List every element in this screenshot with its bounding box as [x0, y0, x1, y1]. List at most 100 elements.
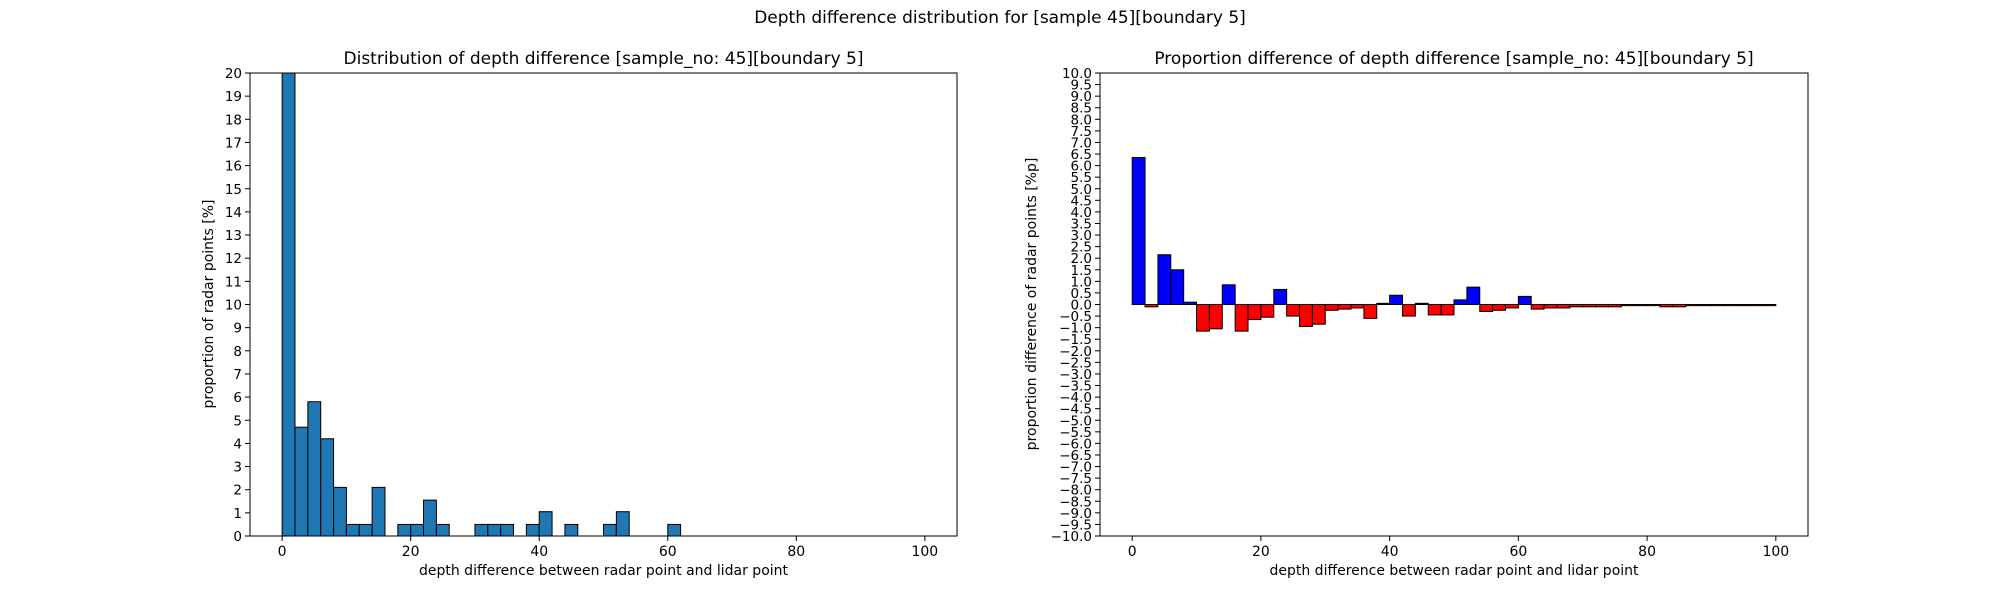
left-chart-title: Distribution of depth difference [sample… — [344, 49, 864, 69]
right-y-tick-label: −3.5 — [1059, 379, 1092, 395]
right-y-tick-label: −0.5 — [1059, 309, 1092, 325]
right-bar — [1517, 295, 1532, 305]
right-bar — [1299, 304, 1313, 327]
left-bar — [358, 523, 373, 537]
right-y-tick-label: 0.0 — [1071, 298, 1092, 314]
right-bar — [1389, 294, 1404, 305]
right-y-tick-label: −7.0 — [1059, 460, 1092, 476]
right-bar — [1247, 304, 1262, 321]
right-y-tick-label: 8.5 — [1071, 101, 1092, 117]
right-bar — [1530, 304, 1545, 310]
right-y-tick-label: −1.0 — [1059, 321, 1092, 337]
left-y-tick-label: 6 — [233, 390, 242, 406]
left-y-tick-label: 19 — [225, 89, 242, 105]
right-y-tick-label: −6.0 — [1059, 436, 1092, 452]
right-bar — [1402, 304, 1416, 317]
right-bar — [1453, 299, 1468, 305]
left-y-tick-label: 1 — [233, 506, 242, 522]
right-bar — [1157, 254, 1172, 305]
right-y-tick-label: −4.5 — [1059, 402, 1092, 418]
right-bar — [1685, 304, 1700, 307]
left-bar — [281, 72, 296, 537]
right-bar — [1234, 304, 1249, 332]
right-bar — [1595, 304, 1609, 308]
left-x-tick-label: 100 — [911, 544, 938, 560]
right-bar — [1633, 304, 1648, 307]
right-y-tick-label: −2.0 — [1059, 344, 1092, 360]
right-bar — [1144, 304, 1159, 308]
right-bar — [1620, 304, 1635, 307]
left-y-tick-label: 8 — [233, 344, 242, 360]
left-y-tick-label: 10 — [225, 298, 242, 314]
right-bar — [1440, 304, 1455, 316]
left-bar — [435, 523, 450, 537]
right-bar — [1324, 304, 1339, 311]
left-bar — [397, 523, 412, 537]
right-y-tick-label: 2.5 — [1071, 240, 1092, 256]
left-bar — [345, 523, 360, 537]
right-y-tick-label: 0.5 — [1071, 286, 1092, 302]
right-bar — [1607, 304, 1622, 308]
right-bar — [1749, 304, 1764, 307]
right-x-tick-label: 20 — [1252, 544, 1270, 560]
left-bar — [603, 523, 617, 537]
right-y-tick-label: −8.0 — [1059, 483, 1092, 499]
right-x-tick-label: 100 — [1762, 544, 1789, 560]
figure-title: Depth difference distribution for [sampl… — [754, 8, 1246, 28]
right-y-tick-label: 9.0 — [1071, 89, 1092, 105]
right-y-tick-label: 7.5 — [1071, 124, 1092, 140]
left-x-tick-label: 80 — [787, 544, 805, 560]
right-bar — [1569, 304, 1584, 308]
left-x-tick-label: 60 — [659, 544, 677, 560]
left-bar — [333, 486, 347, 537]
left-y-tick-label: 20 — [225, 66, 242, 82]
right-bar — [1723, 304, 1738, 307]
right-bar — [1479, 304, 1494, 312]
right-bar — [1376, 302, 1391, 305]
right-bar — [1363, 304, 1378, 319]
right-bar — [1646, 304, 1661, 307]
right-y-tick-label: −9.0 — [1059, 506, 1092, 522]
right-y-tick-label: −8.5 — [1059, 494, 1092, 510]
right-y-tick-label: 5.0 — [1071, 182, 1092, 198]
right-y-tick-label: −3.0 — [1059, 367, 1092, 383]
right-y-tick-label: −5.5 — [1059, 425, 1092, 441]
right-bar — [1131, 156, 1146, 305]
left-bar — [538, 511, 553, 537]
left-y-tick-label: 3 — [233, 460, 242, 476]
left-y-tick-label: 18 — [225, 112, 242, 128]
right-bar — [1504, 304, 1519, 309]
left-bar — [500, 523, 515, 537]
right-chart-title: Proportion difference of depth differenc… — [1154, 49, 1753, 69]
left-bar — [320, 438, 335, 537]
right-y-tick-label: 3.0 — [1071, 228, 1092, 244]
right-bar — [1337, 304, 1352, 310]
right-y-tick-label: 7.0 — [1071, 135, 1092, 151]
left-chart-marks: 0 20 40 60 80 1000123456789101112131415161718… — [225, 66, 958, 560]
right-bar — [1311, 304, 1326, 325]
right-x-tick-label: 0 — [1128, 544, 1137, 560]
right-y-tick-label: 2.0 — [1071, 251, 1092, 267]
right-y-tick-label: 1.5 — [1071, 263, 1092, 279]
right-bar — [1466, 286, 1481, 306]
right-y-tick-label: −1.5 — [1059, 332, 1092, 348]
right-bar — [1710, 304, 1725, 307]
right-y-tick-label: 1.0 — [1071, 274, 1092, 290]
left-bar — [615, 511, 630, 537]
right-y-tick-label: 4.0 — [1071, 205, 1092, 221]
right-y-tick-label: 6.5 — [1071, 147, 1092, 163]
right-chart-marks: 0 20 40 60 80 100 −10.0−9.5−9.0−8.5−8.0−7.5−7.… — [1051, 66, 1809, 560]
right-bar — [1273, 288, 1288, 306]
right-y-tick-label: 10.0 — [1062, 66, 1092, 82]
left-x-tick-label: 0 — [278, 544, 287, 560]
left-bar — [487, 523, 502, 537]
right-bar — [1698, 304, 1712, 307]
right-bar — [1260, 304, 1275, 318]
left-y-tick-label: 15 — [225, 182, 242, 198]
right-x-tick-label: 80 — [1638, 544, 1656, 560]
right-bar — [1582, 304, 1597, 308]
left-x-axis-label: depth difference between radar point and… — [419, 563, 789, 579]
left-bar — [667, 523, 682, 537]
right-x-axis-label: depth difference between radar point and… — [1269, 563, 1639, 579]
